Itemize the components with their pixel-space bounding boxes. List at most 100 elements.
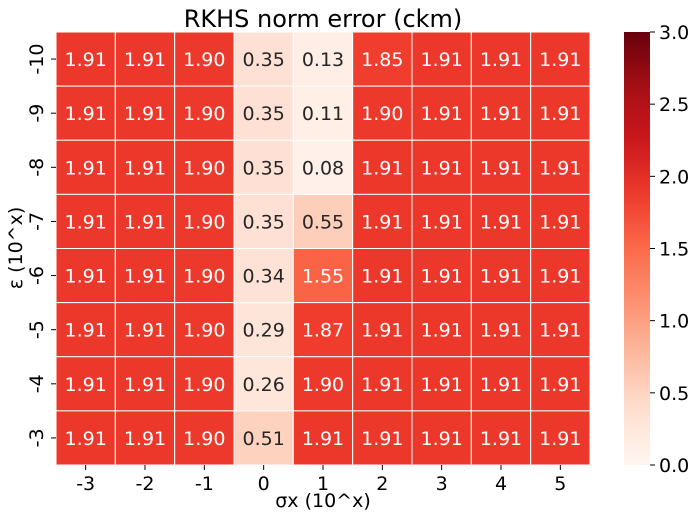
colorbar-tick-label: 1.5 — [659, 239, 689, 261]
cell-value-label: 1.91 — [124, 211, 166, 233]
heatmap-cell — [55, 356, 116, 412]
cell-value-label: 1.91 — [421, 320, 463, 342]
y-tick-label: -7 — [26, 212, 48, 231]
cell-value-label: 1.91 — [480, 320, 522, 342]
heatmap-cells: 1.91 1.91 1.90 0.35 0.13 1.85 1.91 1.91 1.91 1.91… — [55, 31, 591, 466]
cell-value-label: 1.91 — [539, 211, 581, 233]
heatmap-cell — [292, 410, 354, 466]
heatmap-cell — [55, 139, 116, 195]
heatmap-cell — [292, 139, 354, 195]
cell-value-label: 1.91 — [124, 49, 166, 71]
heatmap-cell — [411, 139, 472, 195]
chart-title: RKHS norm error (ckm) — [184, 5, 463, 33]
cell-value-label: 1.91 — [124, 266, 166, 288]
x-tick-label: 4 — [495, 473, 507, 495]
x-tick-label: 0 — [258, 473, 270, 495]
colorbar-tick-label: 1.0 — [659, 311, 689, 333]
cell-value-label: 1.91 — [65, 103, 107, 125]
heatmap-cell — [411, 356, 472, 412]
cell-value-label: 1.91 — [421, 211, 463, 233]
heatmap-cell — [470, 85, 532, 141]
heatmap-cell — [55, 410, 116, 466]
colorbar-tick-label: 2.0 — [659, 166, 689, 188]
cell-value-label: 1.91 — [480, 374, 522, 396]
cell-value-label: 1.90 — [183, 320, 225, 342]
heatmap-cell — [55, 31, 116, 87]
heatmap-cell — [530, 248, 591, 304]
heatmap-cell — [530, 193, 591, 249]
cell-value-label: 0.55 — [302, 211, 344, 233]
colorbar-tick-label: 0.0 — [659, 455, 689, 477]
cell-value-label: 1.91 — [421, 266, 463, 288]
cell-value-label: 0.35 — [243, 211, 285, 233]
y-axis-ticks: -10 -9 -8 -7 -6 -5 -4 -3 — [26, 44, 56, 447]
cell-value-label: 1.91 — [361, 374, 403, 396]
x-tick-label: -2 — [136, 473, 155, 495]
heatmap-cell — [55, 302, 116, 358]
heatmap-cell — [114, 31, 176, 87]
cell-value-label: 1.91 — [302, 428, 344, 450]
cell-value-label: 1.90 — [302, 374, 344, 396]
heatmap-cell — [114, 302, 176, 358]
colorbar-tick-label: 2.5 — [659, 94, 689, 116]
cell-value-label: 1.91 — [65, 211, 107, 233]
colorbar-tick-label: 0.5 — [659, 383, 689, 405]
cell-value-label: 1.90 — [183, 428, 225, 450]
cell-value-label: 0.34 — [243, 266, 285, 288]
cell-value-label: 1.91 — [361, 157, 403, 179]
x-tick-label: 3 — [436, 473, 448, 495]
cell-value-label: 0.35 — [243, 103, 285, 125]
x-tick-label: 2 — [376, 473, 388, 495]
heatmap-cell — [292, 302, 354, 358]
heatmap-cell — [292, 356, 354, 412]
cell-value-label: 1.91 — [421, 428, 463, 450]
x-tick-label: 5 — [554, 473, 566, 495]
heatmap-cell — [530, 410, 591, 466]
cell-value-label: 0.35 — [243, 49, 285, 71]
y-axis-label: ε (10^x) — [5, 207, 27, 289]
cell-value-label: 1.91 — [124, 374, 166, 396]
x-tick-label: -1 — [195, 473, 214, 495]
cell-value-label: 0.08 — [302, 157, 344, 179]
heatmap-cell — [55, 193, 116, 249]
cell-value-label: 1.91 — [539, 266, 581, 288]
heatmap-cell — [352, 410, 413, 466]
cell-value-label: 1.91 — [480, 211, 522, 233]
cell-value-label: 1.91 — [421, 103, 463, 125]
heatmap-cell — [233, 302, 294, 358]
cell-value-label: 0.29 — [243, 320, 285, 342]
heatmap-cell — [470, 31, 532, 87]
heatmap-cell — [352, 302, 413, 358]
cell-value-label: 1.91 — [124, 428, 166, 450]
cell-value-label: 1.91 — [124, 103, 166, 125]
cell-value-label: 1.90 — [183, 374, 225, 396]
cell-value-label: 0.26 — [243, 374, 285, 396]
heatmap-cell — [233, 410, 294, 466]
cell-value-label: 0.11 — [302, 103, 344, 125]
heatmap-cell — [292, 85, 354, 141]
heatmap-cell — [530, 85, 591, 141]
y-tick-label: -9 — [26, 104, 48, 123]
cell-value-label: 1.91 — [539, 320, 581, 342]
cell-value-label: 1.91 — [65, 157, 107, 179]
cell-value-label: 1.91 — [65, 49, 107, 71]
heatmap-cell — [55, 248, 116, 304]
cell-value-label: 1.91 — [539, 103, 581, 125]
y-tick-label: -3 — [26, 428, 48, 447]
heatmap-cell — [174, 139, 235, 195]
heatmap-cell — [530, 139, 591, 195]
cell-value-label: 1.91 — [124, 157, 166, 179]
x-axis-ticks: -3 -2 -1 0 1 2 3 4 5 — [76, 465, 566, 495]
cell-value-label: 1.91 — [361, 320, 403, 342]
cell-value-label: 1.91 — [480, 103, 522, 125]
heatmap-cell — [174, 248, 235, 304]
heatmap-cell — [114, 356, 176, 412]
heatmap-cell — [174, 410, 235, 466]
cell-value-label: 1.91 — [539, 374, 581, 396]
cell-value-label: 1.91 — [539, 49, 581, 71]
cell-value-label: 1.87 — [302, 320, 344, 342]
cell-value-label: 1.91 — [480, 428, 522, 450]
y-tick-label: -6 — [26, 266, 48, 285]
cell-value-label: 1.91 — [421, 157, 463, 179]
